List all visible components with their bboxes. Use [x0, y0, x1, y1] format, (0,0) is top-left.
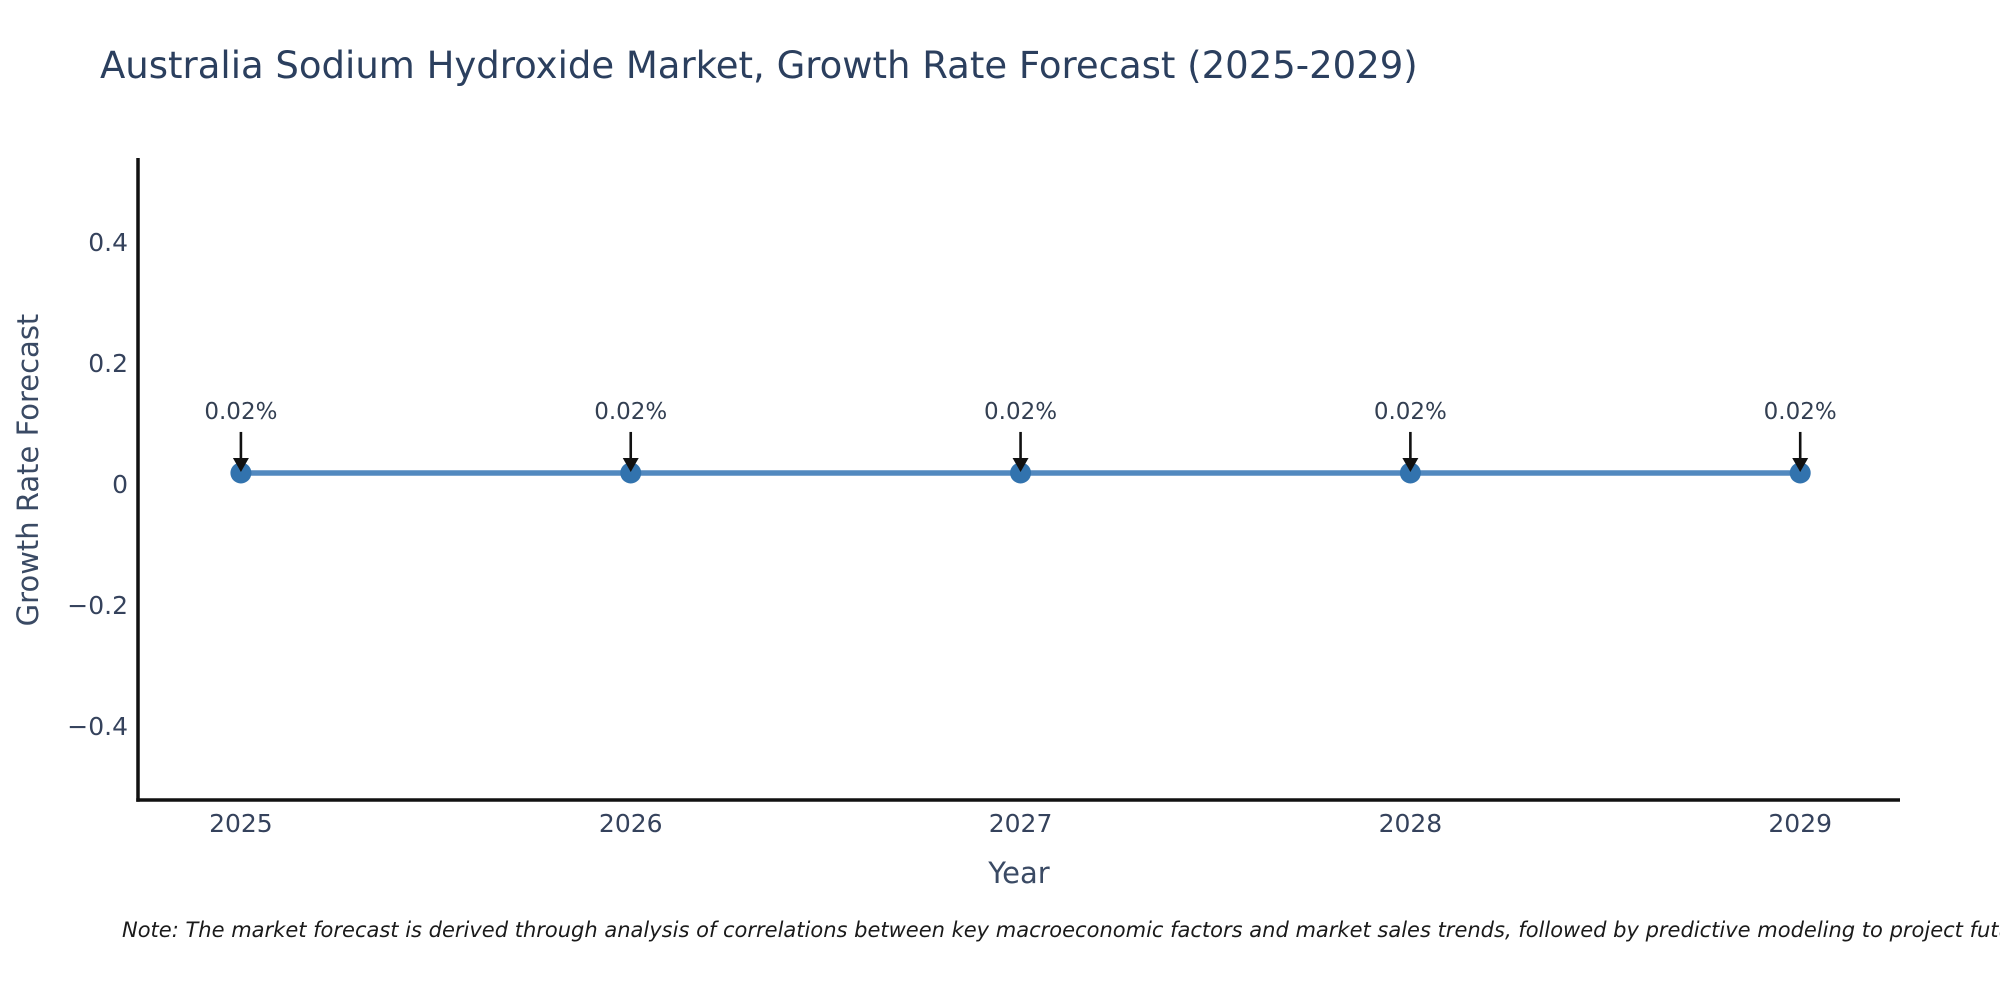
- x-tick-label: 2027: [988, 809, 1053, 838]
- y-axis-title: Growth Rate Forecast: [11, 313, 45, 627]
- y-tick-label: −0.4: [67, 712, 128, 742]
- annotation-arrowhead: [1792, 457, 1809, 472]
- annotation-arrowhead: [1402, 457, 1419, 472]
- annotation-label: 0.02%: [1763, 398, 1837, 425]
- annotation-label: 0.02%: [204, 398, 278, 425]
- x-tick-label: 2029: [1768, 809, 1833, 838]
- x-axis-title: Year: [988, 856, 1050, 890]
- chart-footnote: Note: The market forecast is derived thr…: [122, 918, 2000, 942]
- y-tick-label: 0: [112, 470, 128, 500]
- annotation-arrowhead: [622, 457, 639, 472]
- data-point-marker: [1010, 462, 1032, 484]
- data-point-marker: [230, 462, 252, 484]
- y-tick-label: −0.2: [67, 591, 128, 621]
- y-tick-label: 0.4: [88, 227, 128, 257]
- annotation-label: 0.02%: [1373, 398, 1447, 425]
- data-point-marker: [1789, 462, 1811, 484]
- data-point-marker: [620, 462, 642, 484]
- annotation-label: 0.02%: [984, 398, 1058, 425]
- annotation-label: 0.02%: [594, 398, 668, 425]
- annotation-arrowhead: [232, 457, 249, 472]
- x-tick-label: 2026: [598, 809, 663, 838]
- x-tick-label: 2028: [1378, 809, 1443, 838]
- data-point-marker: [1399, 462, 1421, 484]
- x-tick-label: 2025: [209, 809, 273, 838]
- annotation-arrowhead: [1012, 457, 1029, 472]
- chart-title: Australia Sodium Hydroxide Market, Growt…: [100, 44, 1418, 87]
- y-tick-label: 0.2: [88, 348, 128, 378]
